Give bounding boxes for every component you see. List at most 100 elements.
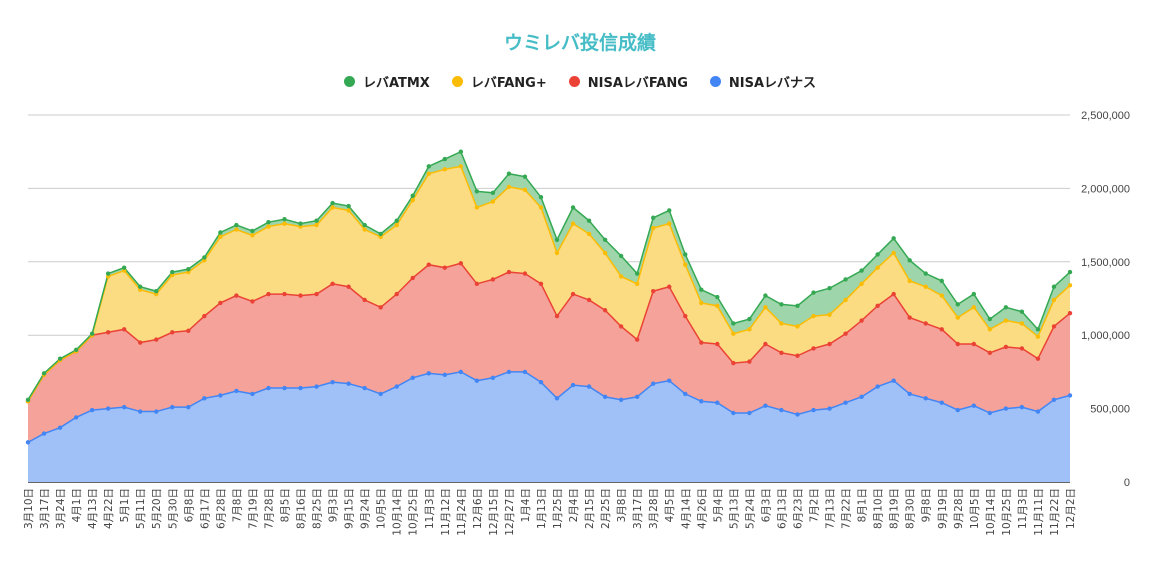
legend-item-lev-fang-plus[interactable]: レバFANG+	[451, 72, 547, 91]
data-point[interactable]	[875, 252, 880, 257]
data-point[interactable]	[410, 375, 415, 380]
data-point[interactable]	[170, 404, 175, 410]
data-point[interactable]	[987, 316, 993, 322]
data-point[interactable]	[250, 233, 255, 238]
data-point[interactable]	[827, 341, 832, 347]
data-point[interactable]	[186, 328, 191, 333]
data-point[interactable]	[923, 321, 928, 326]
data-point[interactable]	[570, 382, 576, 388]
data-point[interactable]	[202, 313, 207, 319]
data-point[interactable]	[378, 391, 383, 397]
data-point[interactable]	[138, 284, 143, 289]
data-point[interactable]	[779, 350, 784, 356]
data-point[interactable]	[474, 205, 480, 210]
data-point[interactable]	[651, 381, 656, 386]
data-point[interactable]	[506, 369, 512, 375]
data-point[interactable]	[715, 400, 720, 405]
data-point[interactable]	[602, 250, 608, 256]
data-point[interactable]	[298, 293, 303, 298]
data-point[interactable]	[618, 397, 624, 402]
data-point[interactable]	[266, 385, 271, 391]
data-point[interactable]	[1067, 310, 1073, 316]
data-point[interactable]	[891, 291, 896, 297]
data-point[interactable]	[234, 388, 239, 394]
data-point[interactable]	[362, 227, 367, 232]
data-point[interactable]	[747, 316, 752, 322]
data-point[interactable]	[410, 193, 415, 198]
data-point[interactable]	[506, 184, 512, 190]
data-point[interactable]	[955, 341, 960, 347]
data-point[interactable]	[1035, 356, 1041, 361]
data-point[interactable]	[554, 250, 560, 256]
data-point[interactable]	[89, 331, 95, 336]
data-point[interactable]	[330, 281, 335, 287]
data-point[interactable]	[811, 313, 816, 319]
data-point[interactable]	[715, 294, 720, 300]
data-point[interactable]	[699, 399, 704, 404]
data-point[interactable]	[779, 302, 784, 307]
data-point[interactable]	[282, 385, 287, 391]
data-point[interactable]	[121, 404, 127, 410]
data-point[interactable]	[683, 262, 688, 267]
data-point[interactable]	[490, 199, 496, 204]
data-point[interactable]	[1003, 406, 1009, 411]
data-point[interactable]	[298, 221, 303, 226]
data-point[interactable]	[907, 278, 912, 284]
data-point[interactable]	[891, 250, 896, 256]
data-point[interactable]	[121, 265, 127, 270]
data-point[interactable]	[763, 293, 768, 298]
data-point[interactable]	[859, 268, 864, 273]
data-point[interactable]	[1019, 309, 1025, 314]
legend-item-lev-atmx[interactable]: レバATMX	[343, 72, 430, 91]
data-point[interactable]	[907, 315, 912, 320]
data-point[interactable]	[218, 230, 223, 235]
data-point[interactable]	[827, 286, 832, 291]
data-point[interactable]	[891, 378, 896, 383]
data-point[interactable]	[426, 371, 431, 376]
data-point[interactable]	[859, 394, 864, 400]
data-point[interactable]	[41, 431, 47, 436]
data-point[interactable]	[699, 287, 704, 292]
data-point[interactable]	[1003, 305, 1009, 310]
data-point[interactable]	[763, 403, 768, 408]
data-point[interactable]	[747, 327, 752, 332]
data-point[interactable]	[170, 330, 175, 335]
data-point[interactable]	[218, 300, 223, 306]
data-point[interactable]	[1019, 321, 1025, 326]
data-point[interactable]	[314, 218, 319, 223]
data-point[interactable]	[1019, 404, 1025, 410]
data-point[interactable]	[25, 440, 31, 445]
data-point[interactable]	[89, 407, 95, 413]
data-point[interactable]	[490, 190, 496, 196]
data-point[interactable]	[586, 218, 592, 223]
data-point[interactable]	[1051, 284, 1057, 289]
data-point[interactable]	[138, 409, 143, 414]
data-point[interactable]	[394, 291, 399, 297]
data-point[interactable]	[827, 406, 832, 411]
data-point[interactable]	[602, 308, 608, 313]
data-point[interactable]	[875, 384, 880, 389]
legend-item-nisa-lev-fang[interactable]: NISAレバFANG	[568, 72, 688, 91]
data-point[interactable]	[955, 302, 960, 307]
data-point[interactable]	[651, 225, 656, 231]
data-point[interactable]	[490, 375, 496, 380]
data-point[interactable]	[538, 281, 544, 287]
legend-item-nisa-lev-nasdaq[interactable]: NISAレバナス	[709, 72, 816, 91]
data-point[interactable]	[699, 340, 704, 345]
data-point[interactable]	[891, 236, 896, 241]
data-point[interactable]	[618, 324, 624, 329]
data-point[interactable]	[618, 274, 624, 279]
data-point[interactable]	[25, 397, 31, 402]
data-point[interactable]	[795, 412, 800, 417]
data-point[interactable]	[859, 281, 864, 287]
data-point[interactable]	[763, 341, 768, 347]
data-point[interactable]	[250, 391, 255, 397]
data-point[interactable]	[939, 278, 944, 284]
data-point[interactable]	[330, 205, 335, 210]
data-point[interactable]	[795, 353, 800, 358]
data-point[interactable]	[282, 217, 287, 222]
data-point[interactable]	[859, 318, 864, 323]
data-point[interactable]	[683, 252, 688, 257]
data-point[interactable]	[121, 327, 127, 332]
data-point[interactable]	[330, 379, 335, 385]
